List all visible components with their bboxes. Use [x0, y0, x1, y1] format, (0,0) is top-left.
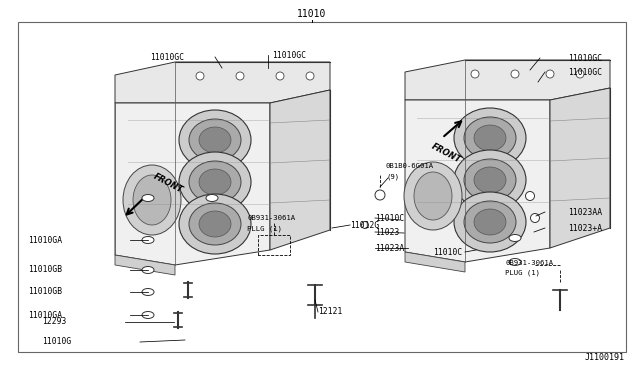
- Ellipse shape: [454, 192, 526, 252]
- Ellipse shape: [179, 152, 251, 212]
- Text: 11010GC: 11010GC: [272, 51, 306, 60]
- Ellipse shape: [509, 259, 521, 266]
- Polygon shape: [115, 255, 175, 275]
- Text: 12121: 12121: [318, 308, 342, 317]
- Text: 11010: 11010: [298, 9, 326, 19]
- Ellipse shape: [199, 169, 231, 195]
- Ellipse shape: [464, 201, 516, 243]
- Text: PLUG (1): PLUG (1): [505, 270, 540, 276]
- Ellipse shape: [179, 110, 251, 170]
- Bar: [18, 22, 626, 352]
- Text: 11010GC: 11010GC: [568, 67, 602, 77]
- Ellipse shape: [206, 195, 218, 202]
- Ellipse shape: [454, 108, 526, 168]
- Ellipse shape: [142, 237, 154, 244]
- Text: 12293: 12293: [42, 317, 67, 327]
- Ellipse shape: [142, 311, 154, 318]
- Ellipse shape: [189, 119, 241, 161]
- Ellipse shape: [404, 162, 462, 230]
- Text: 11010GC: 11010GC: [568, 54, 602, 62]
- Ellipse shape: [133, 175, 171, 225]
- Ellipse shape: [414, 172, 452, 220]
- Polygon shape: [115, 62, 330, 103]
- Text: 11023AA: 11023AA: [568, 208, 602, 217]
- Text: FRONT: FRONT: [430, 142, 463, 165]
- Text: 11010G: 11010G: [42, 337, 71, 346]
- Text: 11012G: 11012G: [350, 221, 380, 230]
- Ellipse shape: [142, 289, 154, 295]
- Text: 11010C: 11010C: [375, 214, 404, 222]
- Polygon shape: [550, 88, 610, 248]
- Circle shape: [276, 72, 284, 80]
- Text: 0B931-3061A: 0B931-3061A: [505, 260, 553, 266]
- Ellipse shape: [142, 195, 154, 202]
- Circle shape: [362, 221, 369, 228]
- Text: 11023A: 11023A: [375, 244, 404, 253]
- Ellipse shape: [509, 234, 521, 241]
- Text: 11010GB: 11010GB: [28, 266, 62, 275]
- Ellipse shape: [464, 159, 516, 201]
- Ellipse shape: [142, 266, 154, 273]
- Polygon shape: [405, 252, 465, 272]
- Text: 0B931-3061A: 0B931-3061A: [247, 215, 295, 221]
- Text: 11010C: 11010C: [433, 247, 462, 257]
- Circle shape: [196, 72, 204, 80]
- Polygon shape: [405, 60, 610, 100]
- Ellipse shape: [474, 125, 506, 151]
- Text: J1100191: J1100191: [585, 353, 625, 362]
- Text: (9): (9): [386, 173, 399, 180]
- Ellipse shape: [199, 127, 231, 153]
- Text: PLLG (1): PLLG (1): [247, 225, 282, 231]
- Text: 11023: 11023: [375, 228, 399, 237]
- Text: 11010GB: 11010GB: [28, 288, 62, 296]
- Ellipse shape: [454, 150, 526, 210]
- Polygon shape: [270, 90, 330, 250]
- Circle shape: [546, 70, 554, 78]
- Circle shape: [511, 70, 519, 78]
- Ellipse shape: [179, 194, 251, 254]
- Text: 0B1B0-6G01A: 0B1B0-6G01A: [386, 163, 434, 169]
- Ellipse shape: [474, 167, 506, 193]
- Ellipse shape: [474, 209, 506, 235]
- Polygon shape: [405, 100, 550, 262]
- Ellipse shape: [464, 117, 516, 159]
- Text: 11010GA: 11010GA: [28, 311, 62, 320]
- Circle shape: [471, 70, 479, 78]
- Ellipse shape: [189, 161, 241, 203]
- Ellipse shape: [189, 203, 241, 245]
- Text: 11010GC: 11010GC: [150, 52, 184, 61]
- Ellipse shape: [123, 165, 181, 235]
- Circle shape: [306, 72, 314, 80]
- Polygon shape: [115, 103, 270, 265]
- Circle shape: [576, 70, 584, 78]
- Circle shape: [375, 190, 385, 200]
- Circle shape: [236, 72, 244, 80]
- Ellipse shape: [199, 211, 231, 237]
- Text: 11010GA: 11010GA: [28, 235, 62, 244]
- Circle shape: [531, 214, 540, 222]
- Circle shape: [525, 192, 534, 201]
- Text: 11023+A: 11023+A: [568, 224, 602, 232]
- Text: FRONT: FRONT: [152, 172, 184, 195]
